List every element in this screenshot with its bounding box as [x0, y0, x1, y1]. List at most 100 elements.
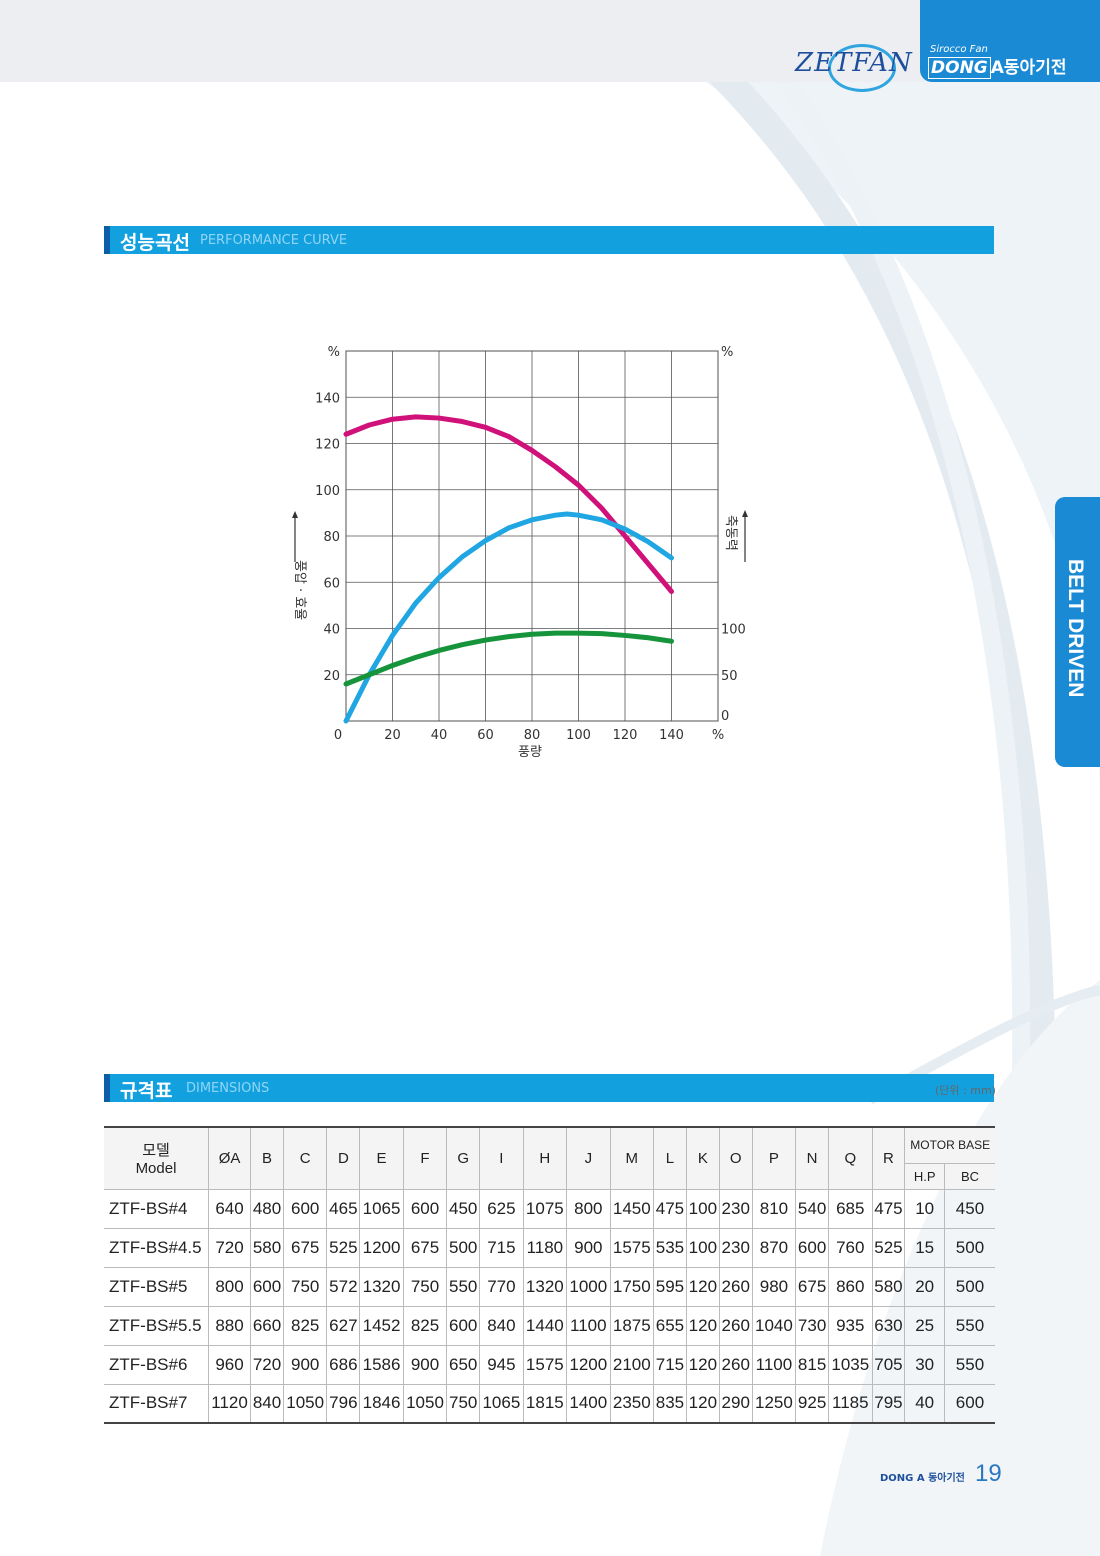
series-line — [343, 414, 674, 594]
table-cell: 1050 — [282, 1383, 328, 1424]
table-cell: 630 — [871, 1305, 906, 1346]
table-cell: 1200 — [359, 1227, 404, 1268]
left-tick-label: 60 — [323, 576, 340, 591]
table-cell: 120 — [685, 1383, 720, 1424]
table-cell: 935 — [828, 1305, 873, 1346]
table-cell: 1100 — [566, 1305, 611, 1346]
table-cell: 945 — [479, 1344, 524, 1385]
zetfan-logo: ZETFAN — [795, 48, 913, 78]
right-tick-label: 100 — [721, 623, 746, 638]
column-header: P — [751, 1126, 797, 1190]
table-cell: 100 — [685, 1188, 720, 1229]
table-cell: 600 — [795, 1227, 830, 1268]
table-cell: 675 — [795, 1266, 830, 1307]
brand-dong: DONG — [928, 57, 991, 79]
table-cell: 120 — [685, 1344, 720, 1385]
table-cell: 480 — [250, 1188, 284, 1229]
table-cell: 640 — [207, 1188, 252, 1229]
dimensions-title-en: DIMENSIONS — [186, 1081, 270, 1096]
table-cell: 686 — [326, 1344, 361, 1385]
x-tick-label: 0 — [334, 728, 342, 743]
left-tick-label: 100 — [315, 484, 340, 499]
model-cell: ZTF-BS#5 — [104, 1266, 209, 1307]
right-axis-label: 축동력 — [723, 515, 738, 551]
x-tick-label: 60 — [477, 728, 494, 743]
table-cell: 815 — [795, 1344, 830, 1385]
right-tick-label: % — [721, 345, 733, 360]
performance-title-en: PERFORMANCE CURVE — [200, 233, 348, 248]
table-cell: 750 — [446, 1383, 481, 1424]
table-cell: 1180 — [522, 1227, 568, 1268]
table-cell: 20 — [904, 1266, 945, 1307]
dimensions-heading: 규격표 DIMENSIONS — [104, 1074, 994, 1102]
column-header: R — [871, 1126, 906, 1190]
table-cell: 1075 — [522, 1188, 568, 1229]
table-cell: 1750 — [609, 1266, 655, 1307]
table-cell: 600 — [402, 1188, 448, 1229]
table-cell: 120 — [685, 1266, 720, 1307]
series-line — [343, 511, 674, 724]
model-cell: ZTF-BS#7 — [104, 1383, 209, 1424]
table-cell: 900 — [282, 1344, 328, 1385]
table-cell: 260 — [718, 1266, 753, 1307]
motor-sub-header: H.P — [904, 1162, 945, 1190]
table-cell: 450 — [943, 1188, 995, 1229]
table-cell: 535 — [653, 1227, 687, 1268]
chart-grid — [345, 350, 719, 722]
table-cell: 715 — [653, 1344, 687, 1385]
table-cell: 100 — [685, 1227, 720, 1268]
table-cell: 475 — [871, 1188, 906, 1229]
table-cell: 1000 — [566, 1266, 611, 1307]
x-tick-label: 40 — [431, 728, 448, 743]
left-axis-arrow-head — [292, 511, 298, 518]
model-cell: ZTF-BS#4 — [104, 1188, 209, 1229]
table-cell: 796 — [326, 1383, 361, 1424]
table-cell: 1250 — [751, 1383, 797, 1424]
table-cell: 1100 — [751, 1344, 797, 1385]
dimensions-title-ko: 규격표 — [120, 1080, 173, 1102]
table-cell: 30 — [904, 1344, 945, 1385]
table-cell: 500 — [446, 1227, 481, 1268]
right-tick-label: 0 — [721, 709, 729, 724]
table-cell: 720 — [250, 1344, 284, 1385]
table-cell: 1575 — [522, 1344, 568, 1385]
table-cell: 2100 — [609, 1344, 655, 1385]
table-cell: 655 — [653, 1305, 687, 1346]
table-cell: 770 — [479, 1266, 524, 1307]
table-cell: 795 — [871, 1383, 906, 1424]
model-cell: ZTF-BS#5.5 — [104, 1305, 209, 1346]
model-header-ko: 모델 — [142, 1142, 170, 1160]
column-header: B — [250, 1126, 284, 1190]
table-cell: 1200 — [566, 1344, 611, 1385]
left-axis-label: 풍압 · 효율 — [292, 560, 307, 620]
column-header: E — [359, 1126, 404, 1190]
table-cell: 465 — [326, 1188, 361, 1229]
x-tick-label: % — [712, 728, 724, 743]
table-cell: 540 — [795, 1188, 830, 1229]
column-header: ØA — [207, 1126, 252, 1190]
table-cell: 550 — [943, 1344, 995, 1385]
performance-chart: 0 20 40 60 80 100 120 140 %% 140 120 100 80 60 40 20% 10… — [292, 345, 748, 760]
table-cell: 675 — [402, 1227, 448, 1268]
left-tick-label: 120 — [315, 438, 340, 453]
page-number: 19 — [975, 1460, 1002, 1487]
table-cell: 625 — [479, 1188, 524, 1229]
table-cell: 260 — [718, 1344, 753, 1385]
brand-company: 동아기전 — [1003, 58, 1067, 78]
x-axis-label: 풍량 — [518, 745, 542, 760]
table-cell: 720 — [207, 1227, 252, 1268]
table-cell: 15 — [904, 1227, 945, 1268]
table-cell: 1050 — [402, 1383, 448, 1424]
table-cell: 25 — [904, 1305, 945, 1346]
table-cell: 675 — [282, 1227, 328, 1268]
zetfan-logo-ring — [828, 44, 896, 92]
left-tick-label: 80 — [323, 530, 340, 545]
x-tick-label: 100 — [566, 728, 591, 743]
table-cell: 10 — [904, 1188, 945, 1229]
model-header-en: Model — [135, 1160, 177, 1178]
table-cell: 1400 — [566, 1383, 611, 1424]
table-cell: 1120 — [207, 1383, 252, 1424]
series-line — [343, 630, 674, 687]
table-cell: 980 — [751, 1266, 797, 1307]
column-header: Q — [828, 1126, 873, 1190]
